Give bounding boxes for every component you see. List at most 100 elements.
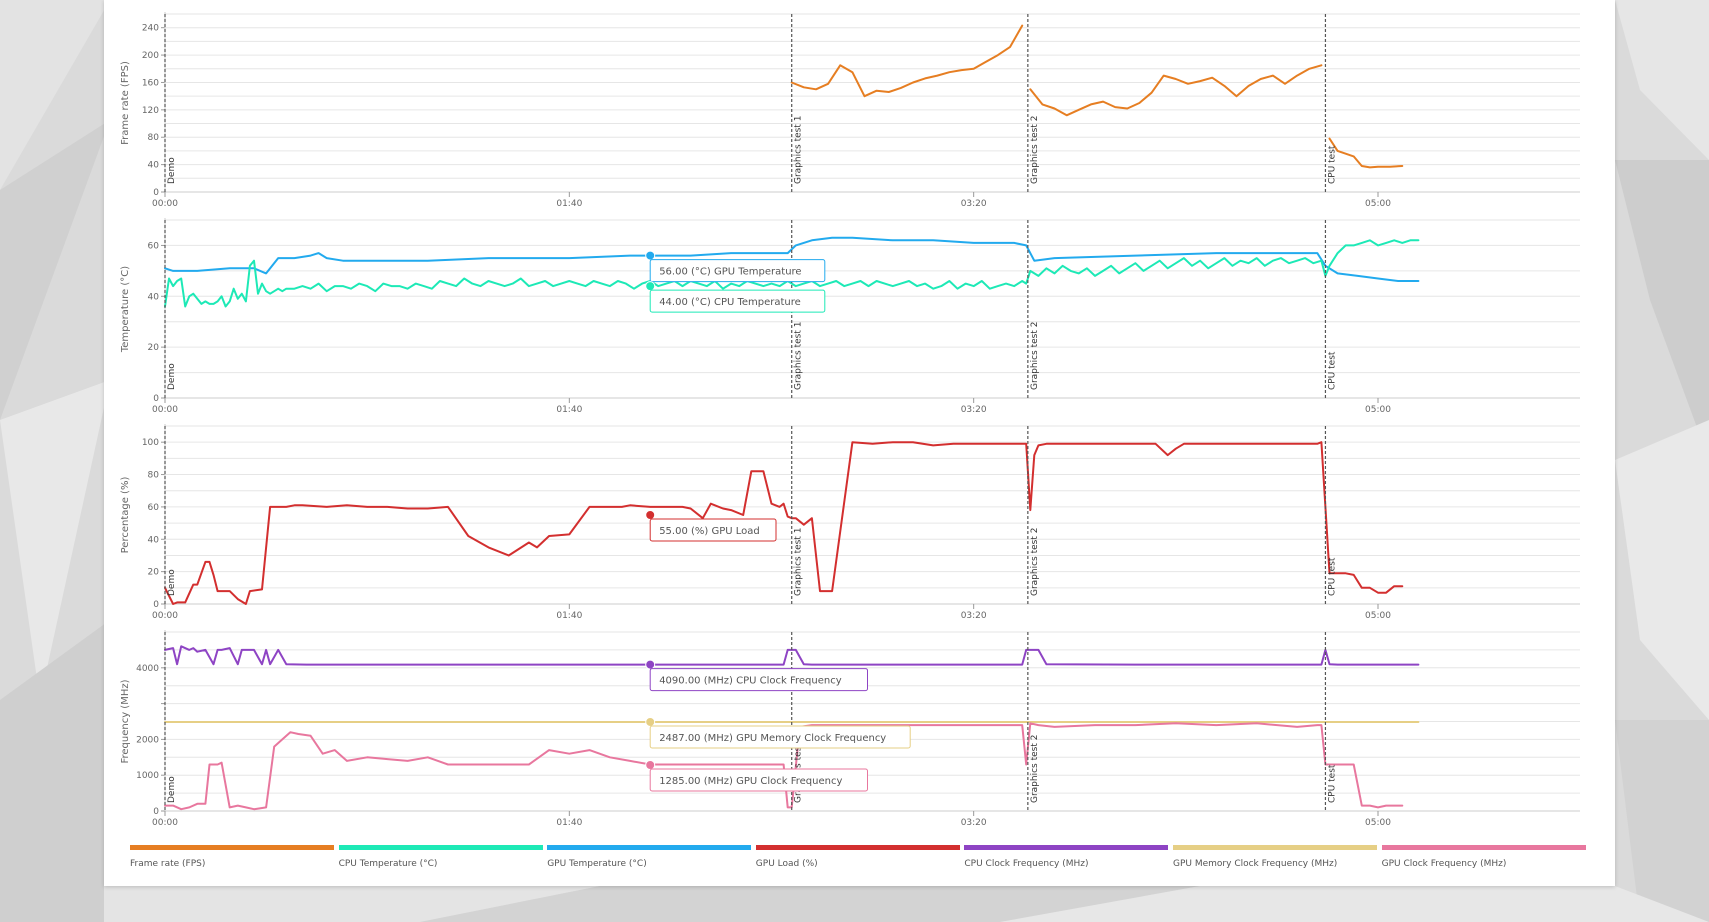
y-tick-label: 40 (148, 161, 160, 171)
legend-label: Frame rate (FPS) (130, 859, 206, 869)
test-marker-label: CPU test (1327, 351, 1337, 390)
test-marker-label: Graphics test 1 (794, 528, 804, 596)
legend-label: CPU Temperature (°C) (338, 859, 438, 869)
x-tick-label: 05:00 (1365, 611, 1391, 621)
legend-color-bar (964, 845, 1169, 850)
test-marker-label: CPU test (1327, 145, 1337, 184)
chart-panel-4: 0 1000 2000 4000 Frequency (MHz) 00:00 01:40 03… (120, 630, 1580, 828)
test-marker-label: CPU test (1327, 764, 1337, 803)
legend-color-bar (130, 845, 334, 850)
x-tick-label: 00:00 (152, 818, 178, 828)
tooltip-point (645, 659, 656, 670)
legend-label: CPU Clock Frequency (MHz) (964, 859, 1089, 869)
series-line (790, 24, 1024, 98)
tooltip-point (645, 250, 656, 261)
y-tick-label: 80 (148, 471, 160, 481)
y-axis-label: Percentage (%) (120, 477, 131, 554)
legend-item[interactable]: GPU Load (%) (755, 845, 960, 869)
y-tick-label: 20 (148, 343, 160, 353)
x-tick-label: 01:40 (556, 818, 582, 828)
x-tick-label: 05:00 (1365, 199, 1391, 209)
y-tick-label: 200 (142, 51, 159, 61)
tooltip-text: 55.00 (%) GPU Load (659, 526, 760, 537)
legend-color-bar (1381, 845, 1586, 850)
x-tick-label: 01:40 (556, 199, 582, 209)
y-tick-label: 0 (153, 394, 159, 404)
y-tick-label: 80 (148, 133, 160, 143)
test-marker-label: Graphics test 2 (1030, 735, 1040, 803)
data-tooltip: 1285.00 (MHz) GPU Clock Frequency (649, 768, 869, 792)
legend-item[interactable]: GPU Memory Clock Frequency (MHz) (1173, 845, 1377, 869)
y-tick-label: 60 (148, 241, 160, 251)
series-line (164, 239, 1420, 308)
series-line (164, 236, 1420, 282)
y-tick-label: 120 (142, 106, 159, 116)
test-marker-label: Graphics test 2 (1030, 528, 1040, 596)
legend-item[interactable]: CPU Clock Frequency (MHz) (964, 845, 1169, 869)
x-tick-label: 03:20 (961, 611, 987, 621)
test-marker-label: Graphics test 1 (794, 322, 804, 390)
tooltip-text: 44.00 (°C) CPU Temperature (659, 297, 801, 308)
legend-item[interactable]: CPU Temperature (°C) (338, 845, 543, 869)
tooltip-box (649, 289, 826, 313)
y-axis-label: Frame rate (FPS) (120, 61, 131, 145)
legend-label: GPU Memory Clock Frequency (MHz) (1173, 859, 1338, 869)
tooltip-point (645, 281, 656, 292)
y-tick-label: 4000 (136, 664, 159, 674)
legend-color-bar (1173, 845, 1377, 850)
chart-panel-1: 0 40 80 120 160 200 240 Frame rate (FPS) 00:00 01… (120, 12, 1580, 209)
y-tick-label: 0 (153, 807, 159, 817)
legend-item[interactable]: GPU Temperature (°C) (547, 845, 752, 869)
legend-label: GPU Clock Frequency (MHz) (1381, 859, 1507, 869)
legend-item[interactable]: Frame rate (FPS) (130, 845, 334, 869)
legend-label: GPU Load (%) (755, 859, 818, 869)
y-tick-label: 160 (142, 78, 159, 88)
tooltip-box (649, 259, 826, 283)
data-tooltip: 4090.00 (MHz) CPU Clock Frequency (649, 668, 869, 692)
series-line (164, 722, 1404, 811)
test-marker-label: Graphics test 2 (1030, 116, 1040, 184)
legend-color-bar (755, 845, 960, 850)
test-marker-label: CPU test (1327, 557, 1337, 596)
y-tick-label: 100 (142, 438, 159, 448)
test-marker-label: Demo (167, 569, 177, 596)
x-tick-label: 05:00 (1365, 818, 1391, 828)
data-tooltip: 2487.00 (MHz) GPU Memory Clock Frequency (649, 725, 911, 749)
y-tick-label: 1000 (136, 771, 159, 781)
y-axis-label: Temperature (°C) (120, 266, 131, 353)
tooltip-box (649, 518, 777, 542)
series-line (1328, 137, 1404, 169)
legend-item[interactable]: GPU Clock Frequency (MHz) (1381, 845, 1586, 869)
tooltip-point (645, 716, 656, 727)
y-tick-label: 0 (153, 600, 159, 610)
x-tick-label: 00:00 (152, 611, 178, 621)
y-tick-label: 240 (142, 24, 159, 34)
x-tick-label: 03:20 (961, 199, 987, 209)
test-marker-label: Graphics test 1 (794, 116, 804, 184)
tooltip-point (645, 510, 656, 520)
tooltip-box (649, 768, 869, 792)
chart-legend: Frame rate (FPS) CPU Temperature (°C) GPU … (130, 845, 1590, 879)
y-tick-label: 2000 (136, 735, 159, 745)
tooltip-point (645, 759, 656, 770)
test-marker-label: Demo (167, 776, 177, 803)
data-tooltip: 44.00 (°C) CPU Temperature (649, 289, 826, 313)
series-line (164, 645, 1420, 666)
y-tick-label: 40 (148, 292, 160, 302)
x-tick-label: 03:20 (961, 405, 987, 415)
tooltip-text: 4090.00 (MHz) CPU Clock Frequency (659, 676, 842, 687)
data-tooltip: 56.00 (°C) GPU Temperature (649, 259, 826, 283)
x-tick-label: 01:40 (556, 405, 582, 415)
y-tick-label: 60 (148, 503, 160, 513)
series-line (1029, 64, 1323, 117)
x-tick-label: 03:20 (961, 818, 987, 828)
legend-color-bar (547, 845, 752, 850)
tooltip-box (649, 725, 911, 749)
x-tick-label: 01:40 (556, 611, 582, 621)
chart-panel-3: 0 20 40 60 80 100 Percentage (%) 00:00 01:40 03:2… (120, 424, 1580, 621)
test-marker-label: Demo (167, 363, 177, 390)
x-tick-label: 05:00 (1365, 405, 1391, 415)
x-tick-label: 00:00 (152, 405, 178, 415)
y-tick-label: 40 (148, 535, 160, 545)
